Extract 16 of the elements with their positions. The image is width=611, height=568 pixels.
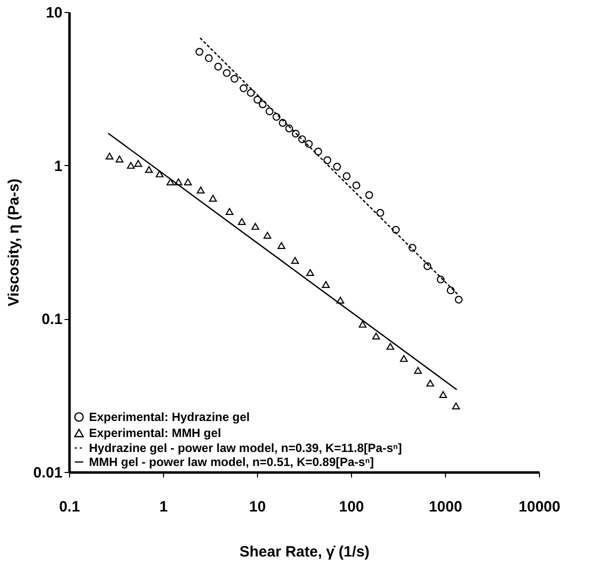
legend-label: MMH gel - power law model, n=0.51, K=0.89[Pa-sⁿ]	[89, 455, 374, 469]
x-tick-label: 10	[249, 498, 266, 516]
x-axis-title: Shear Rate, γ̇ (1/s)	[239, 544, 370, 560]
y-tick-label: 1	[54, 158, 62, 175]
x-tick-label: 10000	[518, 498, 560, 516]
legend-label: Experimental: MMH gel	[89, 426, 222, 440]
legend-label: Hydrazine gel - power law model, n=0.39, K=11.8[Pa-sⁿ]	[89, 441, 402, 455]
y-tick-label: 0.01	[33, 464, 62, 482]
x-tick-label: 1000	[428, 498, 462, 516]
x-tick-label: 0.1	[59, 498, 80, 516]
y-axis-title: Viscosity, η (Pa-s)	[5, 178, 22, 306]
y-tick-label: 10	[46, 4, 62, 22]
y-tick-label: 0.1	[42, 311, 62, 328]
legend-label: Experimental: Hydrazine gel	[89, 410, 250, 424]
x-tick-label: 1	[159, 498, 168, 516]
x-tick-label: 100	[338, 498, 364, 516]
